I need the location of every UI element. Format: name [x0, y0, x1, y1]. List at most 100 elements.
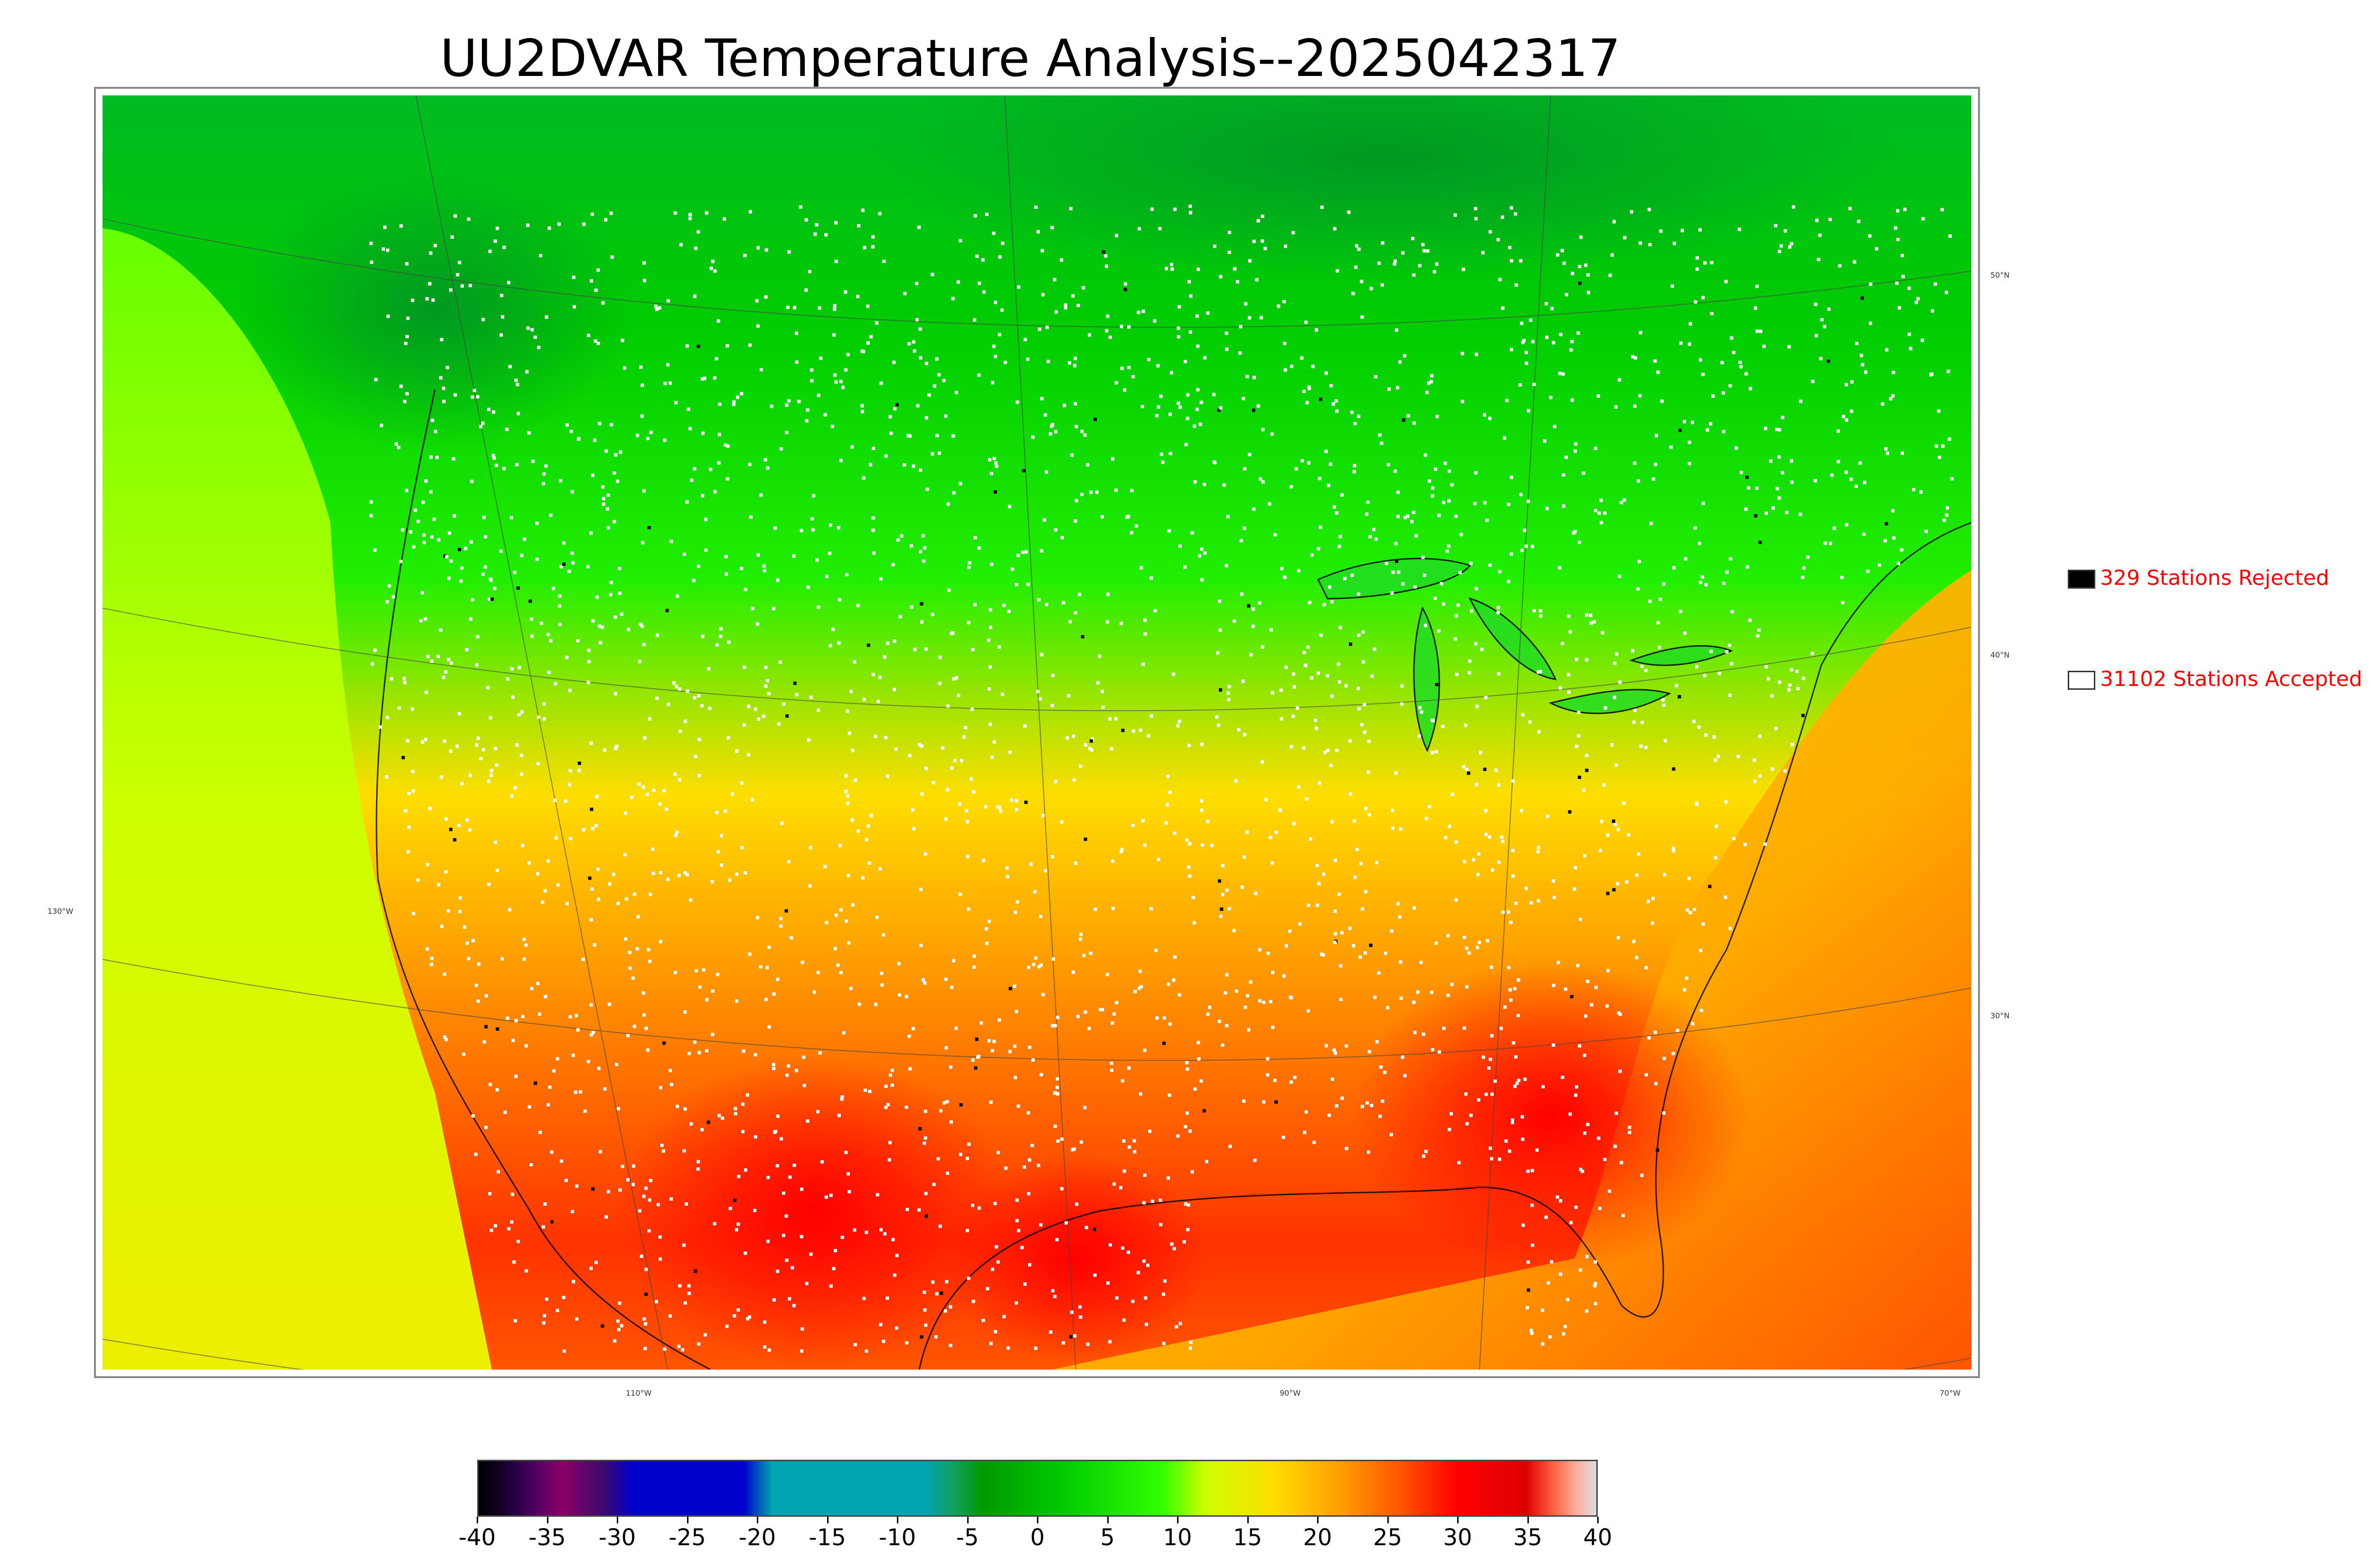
accepted-station-marker	[1546, 1281, 1550, 1285]
accepted-station-marker	[1168, 452, 1172, 455]
accepted-station-marker	[1196, 388, 1200, 392]
temperature-analysis-map[interactable]: 50°N 40°N 30°N	[94, 87, 2009, 1378]
accepted-station-marker	[448, 531, 452, 535]
accepted-station-marker	[1881, 402, 1884, 406]
accepted-station-marker	[632, 1024, 636, 1028]
accepted-station-marker	[569, 430, 573, 433]
accepted-station-marker	[1269, 1000, 1272, 1004]
accepted-station-marker	[1431, 486, 1434, 490]
accepted-station-marker	[1406, 414, 1410, 418]
accepted-station-marker	[1422, 1154, 1425, 1158]
accepted-station-marker	[1756, 634, 1760, 638]
accepted-station-marker	[1884, 447, 1888, 451]
accepted-station-marker	[1891, 509, 1895, 513]
accepted-station-marker	[662, 789, 666, 793]
accepted-station-marker	[603, 1087, 607, 1091]
accepted-station-marker	[411, 299, 415, 302]
accepted-station-marker	[631, 976, 635, 980]
accepted-station-marker	[1704, 583, 1708, 587]
accepted-station-marker	[918, 743, 922, 747]
accepted-station-marker	[1732, 351, 1735, 354]
accepted-station-marker	[734, 1107, 737, 1110]
accepted-station-marker	[806, 1119, 810, 1123]
accepted-station-marker	[601, 625, 604, 629]
accepted-station-marker	[849, 690, 853, 694]
accepted-station-marker	[1375, 861, 1379, 864]
accepted-station-marker	[1335, 409, 1339, 413]
accepted-station-marker	[1073, 1147, 1076, 1151]
accepted-station-marker	[531, 460, 535, 463]
accepted-station-marker	[1430, 374, 1434, 377]
accepted-station-marker	[458, 712, 462, 715]
accepted-station-marker	[1704, 733, 1708, 737]
accepted-station-marker	[923, 1308, 927, 1312]
accepted-station-marker	[1338, 626, 1342, 629]
accepted-station-marker	[832, 333, 836, 337]
accepted-station-marker	[472, 389, 476, 393]
accepted-station-marker	[1079, 1315, 1083, 1319]
accepted-station-marker	[442, 676, 445, 679]
accepted-station-marker	[661, 1149, 665, 1153]
accepted-station-marker	[1687, 441, 1691, 444]
accepted-station-marker	[638, 1209, 641, 1213]
accepted-station-marker	[517, 1239, 520, 1243]
accepted-station-marker	[1060, 258, 1064, 262]
accepted-station-marker	[1398, 360, 1402, 364]
accepted-station-marker	[1006, 1346, 1010, 1350]
colorbar-tick-label: 15	[1233, 1524, 1262, 1551]
accepted-station-marker	[429, 455, 433, 459]
lat-label-50: 50°N	[1990, 271, 2010, 280]
accepted-station-marker	[726, 736, 730, 740]
accepted-station-marker	[725, 1324, 729, 1328]
accepted-station-marker	[846, 353, 850, 357]
accepted-station-marker	[1521, 1223, 1525, 1227]
rejected-station-marker	[1219, 688, 1222, 692]
accepted-station-marker	[481, 421, 485, 425]
accepted-station-marker	[1613, 1145, 1617, 1148]
accepted-station-marker	[1053, 278, 1056, 282]
accepted-station-marker	[1039, 1073, 1043, 1077]
accepted-station-marker	[910, 544, 913, 548]
accepted-station-marker	[503, 1110, 507, 1114]
accepted-station-marker	[740, 392, 744, 395]
accepted-station-marker	[994, 1330, 998, 1333]
accepted-station-marker	[641, 384, 644, 387]
accepted-station-marker	[407, 792, 411, 796]
colorbar-tick-label: 35	[1513, 1524, 1543, 1551]
accepted-station-marker	[1294, 467, 1298, 471]
accepted-station-marker	[386, 248, 390, 252]
accepted-station-marker	[1141, 662, 1145, 666]
accepted-station-marker	[379, 423, 383, 427]
accepted-station-marker	[1484, 833, 1488, 836]
accepted-station-marker	[459, 579, 463, 583]
accepted-station-marker	[449, 288, 452, 292]
accepted-station-marker	[1345, 1146, 1348, 1150]
accepted-station-marker	[1743, 843, 1747, 846]
accepted-station-marker	[1184, 1202, 1187, 1206]
rejected-station-marker	[1606, 892, 1610, 895]
accepted-station-marker	[728, 878, 732, 882]
accepted-station-marker	[1481, 251, 1485, 254]
accepted-station-marker	[973, 603, 977, 607]
accepted-station-marker	[369, 514, 373, 517]
accepted-station-marker	[1074, 425, 1078, 428]
accepted-station-marker	[878, 867, 882, 871]
accepted-station-marker	[617, 1107, 621, 1111]
accepted-station-marker	[642, 261, 646, 265]
accepted-station-marker	[476, 635, 480, 638]
accepted-station-marker	[1948, 234, 1952, 238]
accepted-station-marker	[871, 528, 875, 532]
accepted-station-marker	[840, 1097, 844, 1101]
accepted-station-marker	[1486, 939, 1489, 943]
accepted-station-marker	[1728, 644, 1732, 648]
accepted-station-marker	[1780, 244, 1783, 248]
accepted-station-marker	[591, 619, 595, 623]
accepted-station-marker	[925, 488, 929, 491]
accepted-station-marker	[810, 379, 814, 383]
accepted-station-marker	[449, 749, 452, 753]
accepted-station-marker	[794, 331, 798, 335]
accepted-station-marker	[958, 892, 962, 896]
accepted-station-marker	[1901, 451, 1904, 455]
accepted-station-marker	[465, 648, 469, 651]
accepted-station-marker	[1576, 331, 1580, 335]
